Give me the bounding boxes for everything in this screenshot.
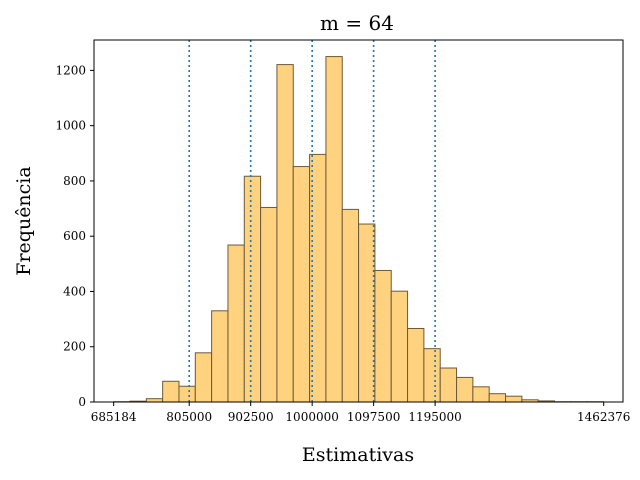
histogram-bar	[439, 367, 458, 403]
histogram-bar	[243, 175, 262, 403]
histogram-bar	[194, 352, 213, 403]
histogram-bar	[260, 206, 278, 403]
x-tick-label: 1195000	[408, 410, 461, 424]
chart-title: m = 64	[320, 11, 394, 35]
histogram-bar	[292, 166, 311, 403]
y-tick-label: 800	[63, 174, 86, 188]
plot-frame	[93, 39, 624, 403]
histogram-bar	[358, 223, 376, 403]
histogram-bar	[276, 64, 294, 403]
x-axis-label: Estimativas	[302, 444, 414, 466]
histogram-bar	[423, 348, 441, 403]
histogram-bar	[211, 310, 229, 403]
y-tick-label: 200	[63, 340, 86, 354]
histogram-bar	[374, 269, 392, 403]
reference-lines-group	[188, 40, 436, 402]
x-axis-ticks: 685184 805000 902500 1000000 1097500 1195000 1…	[91, 402, 630, 424]
x-tick-label: 805000	[166, 410, 212, 424]
y-tick-label: 1000	[55, 119, 86, 133]
histogram-bar	[472, 386, 490, 403]
histogram-bar	[488, 393, 507, 403]
y-axis-ticks: 0 200 400 600 800 1000 1200	[55, 63, 94, 409]
x-tick-label: 685184	[91, 410, 137, 424]
x-tick-label: 1462376	[577, 410, 630, 424]
x-tick-label: 1000000	[285, 410, 338, 424]
histogram-bar	[227, 244, 245, 403]
y-tick-label: 1200	[55, 63, 86, 77]
histogram-bar	[178, 385, 196, 403]
y-axis-label: Frequência	[13, 166, 35, 275]
x-tick-label: 1097500	[347, 410, 400, 424]
histogram-bar	[456, 376, 474, 403]
histogram-bar	[162, 380, 180, 403]
y-tick-label: 600	[63, 229, 86, 243]
histogram-bar	[341, 208, 360, 403]
y-tick-label: 400	[63, 284, 86, 298]
bars-group	[113, 56, 604, 403]
histogram-bar	[390, 290, 409, 403]
histogram-bar	[407, 327, 425, 403]
y-tick-label: 0	[78, 395, 86, 409]
histogram-bar	[325, 56, 343, 403]
histogram-bar	[505, 395, 523, 403]
x-tick-label: 902500	[228, 410, 274, 424]
